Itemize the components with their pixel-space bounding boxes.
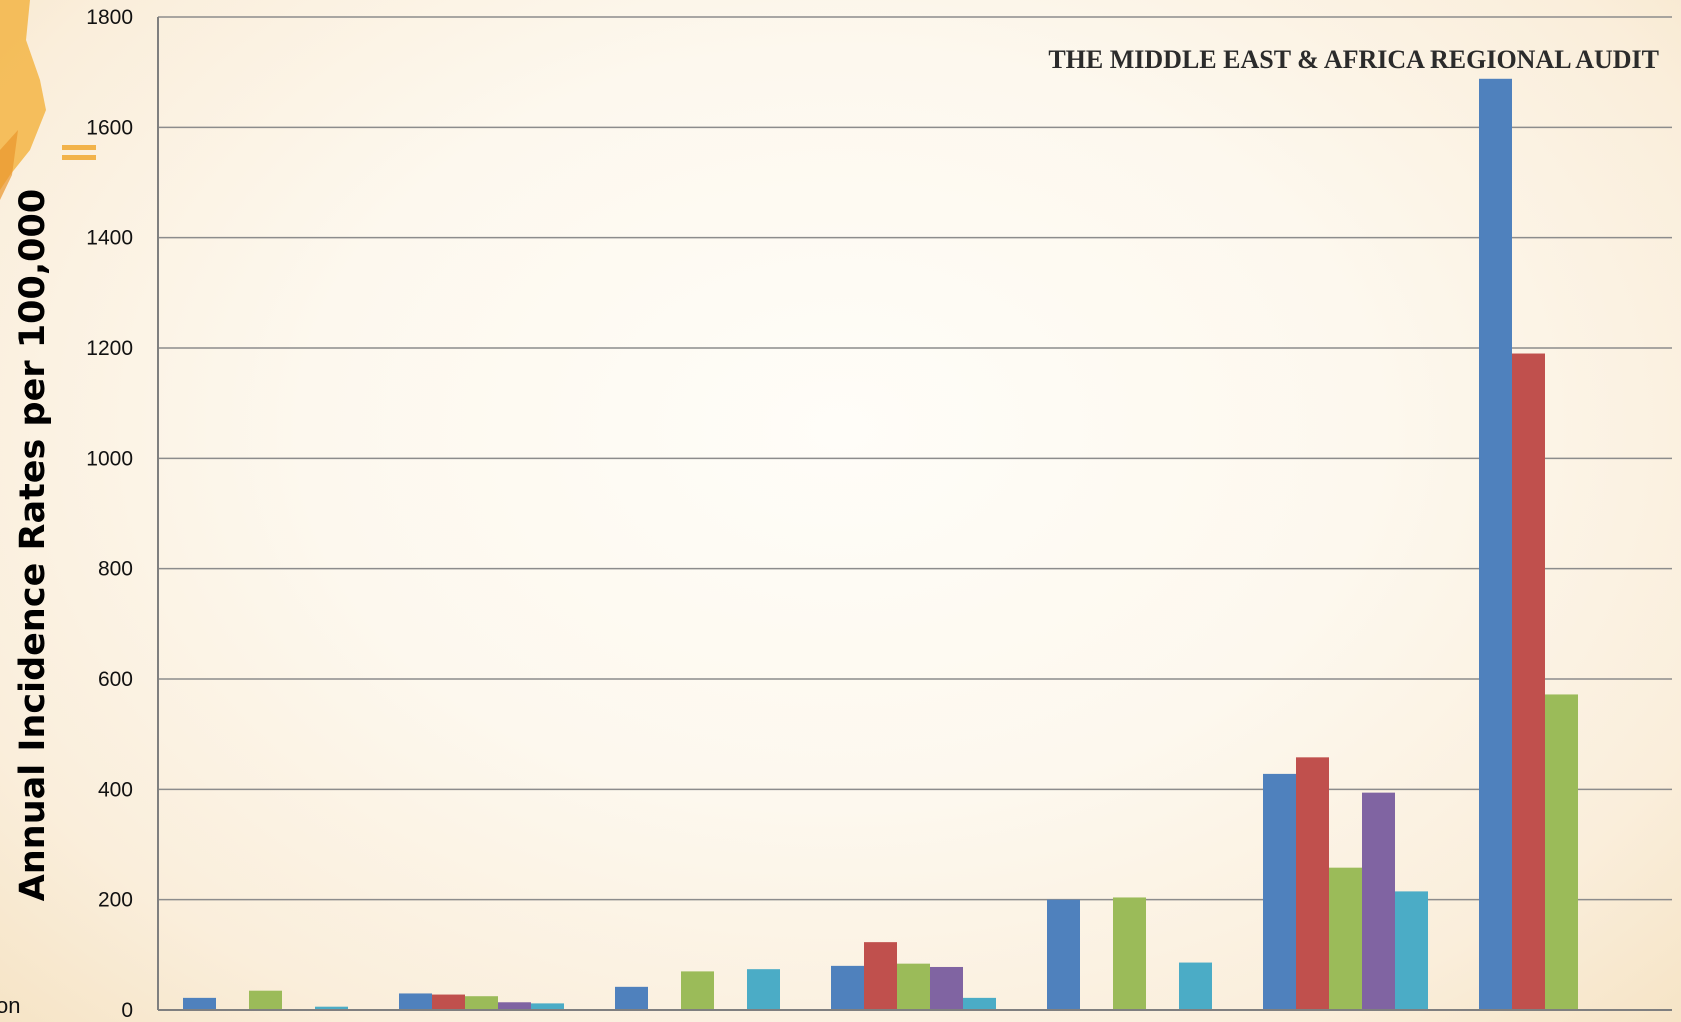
gridlines [158, 16, 1672, 901]
y-tick-label: 1200 [86, 337, 133, 360]
chart-header: THE MIDDLE EAST & AFRICA REGIONAL AUDIT [1048, 45, 1659, 74]
bar [831, 965, 864, 1010]
bar [1395, 891, 1428, 1010]
bar [399, 993, 432, 1010]
bars [183, 78, 1578, 1010]
bar [1512, 353, 1545, 1010]
bar [897, 963, 930, 1010]
y-tick-label: 1600 [86, 116, 133, 139]
y-axis-label: Annual Incidence Rates per 100,000 [13, 189, 53, 901]
bar [1296, 757, 1329, 1010]
y-axis-ticks: 0 200 400 600 800 1000 1200 1400 1600 1800 [86, 6, 133, 1022]
bar [498, 1002, 531, 1010]
bar [681, 971, 714, 1010]
y-tick-label: 1400 [86, 227, 133, 250]
bar [747, 969, 780, 1010]
y-tick-label: 800 [98, 558, 133, 581]
bar [963, 997, 996, 1010]
y-tick-label: 0 [121, 999, 133, 1022]
bar [531, 1003, 564, 1010]
y-tick-label: 1800 [86, 6, 133, 29]
bar [1263, 773, 1296, 1010]
logo-mark [62, 145, 96, 150]
bar [315, 1006, 348, 1010]
bar [183, 997, 216, 1010]
y-tick-label: 400 [98, 778, 133, 801]
bar [1545, 694, 1578, 1010]
edge-label: on [0, 993, 20, 1018]
logo-mark [62, 155, 96, 160]
bar [864, 942, 897, 1010]
bar [1362, 792, 1395, 1010]
y-tick-label: 600 [98, 668, 133, 691]
bar [930, 966, 963, 1010]
bar [615, 986, 648, 1010]
bar [1179, 962, 1212, 1010]
y-tick-label: 1000 [86, 447, 133, 470]
bar [1113, 897, 1146, 1010]
logo-shape [0, 130, 18, 200]
bar [465, 996, 498, 1010]
bar [432, 994, 465, 1010]
y-tick-label: 200 [98, 889, 133, 912]
bar [1329, 867, 1362, 1010]
bar [1479, 78, 1512, 1010]
bar [1047, 899, 1080, 1010]
bar [249, 990, 282, 1010]
logo-decoration [0, 0, 96, 200]
